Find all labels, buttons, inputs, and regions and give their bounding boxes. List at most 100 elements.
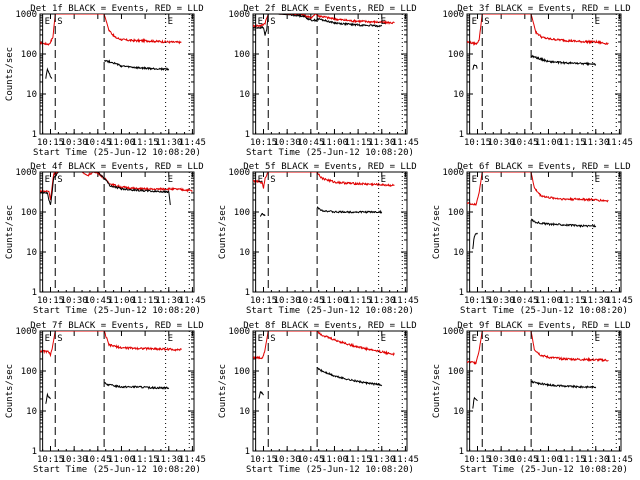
- plot-title: Det 9f BLACK = Events, RED = LLD: [457, 321, 630, 331]
- x-tick-label: 10:15: [464, 296, 491, 306]
- y-tick-label: 1: [245, 288, 250, 298]
- marker-label: S: [57, 17, 62, 27]
- y-tick-label: 10: [26, 407, 37, 417]
- x-tick-label: 10:15: [37, 296, 64, 306]
- detector-panel-5: Det 5f BLACK = Events, RED = LLD 1 10 100 10…: [218, 162, 419, 316]
- events-series-line: [104, 381, 170, 391]
- y-tick-label: 1: [245, 130, 250, 140]
- x-tick-label: 11:15: [559, 296, 586, 306]
- x-tick-label: 11:15: [345, 138, 372, 148]
- marker-label: E: [258, 17, 263, 27]
- y-tick-label: 1000: [228, 10, 250, 20]
- lld-series-line: [467, 331, 609, 365]
- x-tick-label: 11:30: [155, 455, 182, 465]
- marker-label: S: [270, 334, 275, 344]
- plot-frame: [39, 330, 195, 452]
- x-tick-label: 11:15: [345, 296, 372, 306]
- x-tick-label: 11:00: [535, 455, 562, 465]
- x-tick-label: 11:15: [345, 455, 372, 465]
- plot-title: Det 5f BLACK = Events, RED = LLD: [243, 162, 416, 172]
- y-tick-label: 100: [448, 367, 464, 377]
- events-series-line: [45, 67, 53, 79]
- plot-area: [40, 14, 182, 79]
- lld-series-line: [40, 331, 182, 358]
- x-tick-label: 11:45: [179, 138, 206, 148]
- events-series-line: [530, 54, 597, 67]
- y-tick-label: 1: [459, 288, 464, 298]
- plot-frame: [466, 13, 622, 135]
- plot-area: [40, 331, 182, 404]
- events-series-line: [45, 392, 51, 404]
- marker-label: E: [595, 334, 600, 344]
- x-tick-label: 10:15: [464, 455, 491, 465]
- x-tick-label: 11:15: [132, 455, 159, 465]
- y-axis-label: Counts/sec: [218, 364, 228, 418]
- x-tick-label: 11:45: [606, 455, 633, 465]
- y-tick-label: 100: [234, 50, 250, 60]
- marker-label: E: [45, 175, 50, 185]
- x-axis-label: Start Time (25-Jun-12 10:08:20): [33, 465, 201, 475]
- x-tick-label: 10:30: [488, 455, 515, 465]
- marker-label: E: [595, 17, 600, 27]
- x-tick-label: 10:15: [250, 455, 277, 465]
- y-tick-label: 10: [26, 248, 37, 258]
- lld-series-line: [253, 172, 395, 189]
- marker-label: E: [168, 334, 173, 344]
- marker-label: E: [472, 334, 477, 344]
- x-tick-label: 10:15: [250, 296, 277, 306]
- x-tick-label: 11:30: [155, 296, 182, 306]
- x-tick-label: 10:30: [274, 138, 301, 148]
- y-tick-label: 100: [21, 208, 37, 218]
- x-tick-label: 11:45: [392, 455, 419, 465]
- y-axis-label: Counts/sec: [432, 205, 442, 259]
- y-tick-label: 1: [459, 447, 464, 457]
- x-axis-label: Start Time (25-Jun-12 10:08:20): [246, 148, 414, 158]
- events-series-line: [472, 396, 478, 409]
- x-axis-label: Start Time (25-Jun-12 10:08:20): [460, 306, 628, 316]
- x-tick-label: 10:45: [84, 138, 111, 148]
- plot-area: [467, 14, 609, 70]
- marker-label: E: [168, 17, 173, 27]
- marker-label: E: [595, 175, 600, 185]
- x-tick-label: 11:45: [606, 138, 633, 148]
- x-tick-label: 10:45: [297, 296, 324, 306]
- y-axis-label: Counts/sec: [218, 205, 228, 259]
- x-tick-label: 11:15: [559, 455, 586, 465]
- plot-area: [253, 172, 395, 217]
- x-tick-label: 10:45: [297, 138, 324, 148]
- plot-title: Det 4f BLACK = Events, RED = LLD: [30, 162, 203, 172]
- y-tick-label: 1000: [15, 168, 37, 178]
- x-tick-label: 10:45: [297, 455, 324, 465]
- x-tick-label: 10:30: [61, 455, 88, 465]
- x-axis-label: Start Time (25-Jun-12 10:08:20): [246, 306, 414, 316]
- detector-panel-1: Det 1f BLACK = Events, RED = LLD 1 10 100 10…: [5, 4, 206, 158]
- x-tick-label: 10:30: [488, 138, 515, 148]
- x-tick-label: 11:00: [108, 138, 135, 148]
- y-tick-label: 100: [234, 208, 250, 218]
- y-tick-label: 1000: [442, 168, 464, 178]
- events-series-line: [259, 212, 266, 217]
- x-tick-label: 11:45: [179, 455, 206, 465]
- plot-frame: [466, 171, 622, 293]
- lld-series-line: [40, 14, 182, 46]
- x-tick-label: 11:30: [155, 138, 182, 148]
- y-tick-label: 1000: [228, 168, 250, 178]
- x-tick-label: 11:15: [132, 138, 159, 148]
- y-tick-label: 10: [239, 248, 250, 258]
- y-tick-label: 10: [453, 90, 464, 100]
- lld-series-line: [253, 331, 395, 360]
- x-tick-label: 11:00: [108, 455, 135, 465]
- x-tick-label: 10:30: [61, 296, 88, 306]
- events-series-line: [40, 172, 171, 206]
- x-tick-label: 11:45: [179, 296, 206, 306]
- lld-series-line: [253, 14, 395, 28]
- x-tick-label: 11:00: [535, 296, 562, 306]
- y-tick-label: 10: [26, 90, 37, 100]
- x-tick-label: 10:30: [61, 138, 88, 148]
- plot-area: [40, 172, 193, 206]
- x-tick-label: 11:45: [606, 296, 633, 306]
- plot-area: [467, 172, 609, 250]
- marker-label: E: [258, 334, 263, 344]
- y-tick-label: 10: [239, 407, 250, 417]
